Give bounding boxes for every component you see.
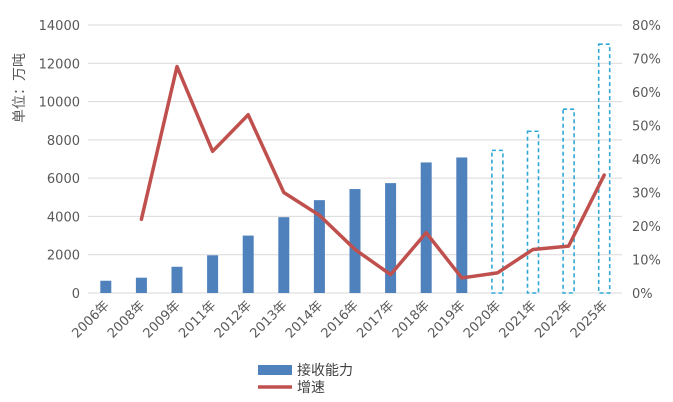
y-tick-label: 4000 bbox=[47, 210, 80, 225]
bar bbox=[242, 235, 254, 293]
bar bbox=[456, 157, 468, 293]
x-tick-label: 2016年 bbox=[319, 298, 362, 341]
y-tick-label: 14000 bbox=[39, 19, 80, 34]
y2-tick-label: 50% bbox=[632, 120, 661, 135]
y2-tick-label: 60% bbox=[632, 86, 661, 101]
x-tick-label: 2022年 bbox=[532, 298, 575, 341]
legend-label-growth: 增速 bbox=[297, 380, 325, 396]
y-tick-label: 6000 bbox=[47, 172, 80, 187]
line-series bbox=[139, 64, 606, 280]
x-tick-label: 2012年 bbox=[212, 298, 255, 341]
y2-tick-label: 80% bbox=[632, 19, 661, 34]
y2-tick-label: 10% bbox=[632, 254, 661, 269]
x-tick-label: 2020年 bbox=[461, 298, 504, 341]
bar bbox=[278, 217, 290, 293]
bar bbox=[207, 255, 219, 293]
bar bbox=[385, 183, 397, 293]
bar bbox=[100, 280, 112, 293]
growth-line bbox=[139, 64, 606, 280]
x-axis: 2006年2008年2009年2011年2012年2013年2014年2016年… bbox=[69, 298, 611, 341]
x-tick-label: 2008年 bbox=[105, 298, 148, 341]
y-tick-label: 10000 bbox=[39, 96, 80, 111]
bar bbox=[313, 200, 325, 293]
x-tick-label: 2011年 bbox=[176, 298, 219, 341]
y-tick-label: 12000 bbox=[39, 57, 80, 72]
y-axis-title: 单位：万吨 bbox=[12, 53, 28, 123]
bar bbox=[349, 189, 361, 293]
y2-tick-label: 40% bbox=[632, 153, 661, 168]
x-tick-label: 2014年 bbox=[283, 298, 326, 341]
y-tick-label: 8000 bbox=[47, 134, 80, 149]
x-tick-label: 2025年 bbox=[568, 298, 611, 341]
x-tick-label: 2017年 bbox=[354, 298, 397, 341]
y-tick-label: 2000 bbox=[47, 249, 80, 264]
bar bbox=[420, 162, 432, 293]
bar bbox=[135, 277, 147, 293]
y-tick-label: 0 bbox=[72, 287, 80, 302]
y-axis-right: 0% 10% 20% 30% 40% 50% 60% 70% 80% bbox=[632, 19, 661, 302]
bar-projected bbox=[597, 43, 611, 294]
x-tick-label: 2021年 bbox=[497, 298, 540, 341]
bar-series bbox=[100, 43, 611, 294]
y2-tick-label: 70% bbox=[632, 53, 661, 68]
x-tick-label: 2013年 bbox=[247, 298, 290, 341]
y2-tick-label: 20% bbox=[632, 220, 661, 235]
legend: 接收能力 增速 bbox=[258, 362, 353, 396]
y-axis-left: 0 2000 4000 6000 8000 10000 12000 14000 bbox=[39, 19, 80, 302]
x-tick-label: 2018年 bbox=[390, 298, 433, 341]
y2-tick-label: 30% bbox=[632, 187, 661, 202]
bar bbox=[171, 266, 183, 293]
y2-tick-label: 0% bbox=[632, 287, 653, 302]
legend-label-capacity: 接收能力 bbox=[297, 362, 353, 379]
x-tick-label: 2009年 bbox=[141, 298, 184, 341]
bar-projected bbox=[526, 130, 540, 294]
x-tick-label: 2019年 bbox=[425, 298, 468, 341]
legend-swatch-capacity bbox=[258, 365, 292, 375]
bar-projected bbox=[562, 108, 575, 294]
x-tick-label: 2006年 bbox=[69, 298, 112, 341]
